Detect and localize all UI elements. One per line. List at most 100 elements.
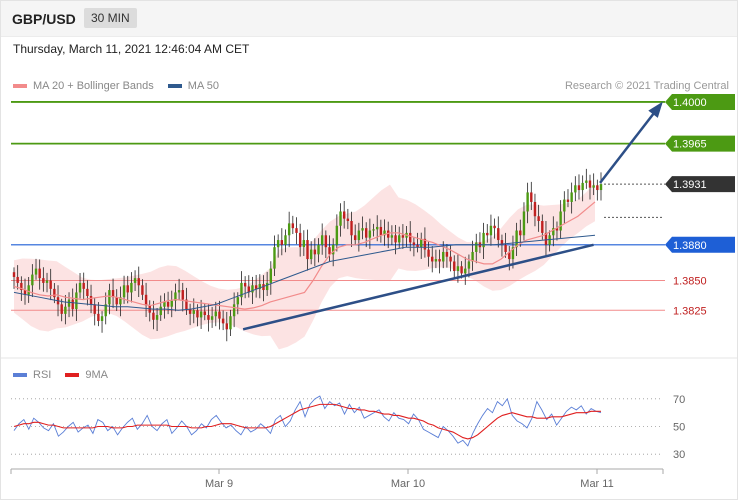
candle-body [280, 240, 284, 245]
candle-body [515, 230, 518, 248]
candle-body [258, 284, 262, 289]
candle-body [159, 306, 162, 316]
candle-body [196, 310, 199, 318]
candle-body [339, 211, 342, 226]
legend-swatch-9ma [65, 373, 80, 377]
candle-body [236, 297, 239, 305]
candle-body [497, 228, 500, 241]
ma20-line [13, 201, 596, 310]
x-tick-label-2: Mar 11 [580, 478, 613, 490]
candle-body [218, 311, 221, 319]
candle-body [544, 232, 548, 245]
candle-body [126, 285, 129, 293]
candle-body [177, 290, 181, 293]
candle-body [592, 185, 595, 188]
candle-body [577, 185, 581, 191]
candle-body [559, 211, 562, 231]
candle-body [596, 185, 599, 191]
candle-body [533, 201, 537, 217]
candle-body [401, 235, 405, 238]
candle-body [108, 290, 111, 305]
candle-body [192, 310, 195, 314]
legend-swatch-ma20 [13, 84, 27, 88]
candle-body [467, 261, 471, 269]
level-label-1-3850: 1.3850 [673, 276, 707, 288]
candle-body [317, 244, 320, 255]
candle-body [328, 247, 331, 255]
candle-body [324, 235, 328, 248]
candle-body [566, 199, 570, 202]
candle-body [526, 192, 529, 212]
candle-body [504, 244, 507, 252]
candle-body [460, 266, 463, 274]
candle-body [350, 221, 353, 236]
candle-body [438, 259, 441, 262]
candle-body [16, 276, 19, 283]
candle-body [64, 306, 67, 314]
rsi-tick-label-70: 70 [673, 394, 685, 406]
candle-body [368, 230, 372, 238]
candle-body [174, 292, 177, 301]
candle-body [203, 311, 206, 316]
candle-body [214, 311, 217, 317]
legend-item-ma20: MA 20 + Bollinger Bands [13, 80, 154, 92]
candle-body [199, 311, 203, 318]
legend-item-ma50: MA 50 [167, 80, 219, 92]
candle-body [86, 288, 89, 296]
support-trendline [242, 243, 594, 331]
candle-body [12, 272, 16, 277]
candle-body [104, 304, 107, 317]
candle-body [119, 297, 122, 305]
candle-body [599, 184, 603, 191]
candle-body [376, 226, 379, 230]
rsi-series-9ma [13, 403, 601, 440]
legend-item-9ma: 9MA [65, 369, 108, 381]
candle-body [309, 249, 313, 260]
candle-body [75, 292, 78, 310]
candle-body [254, 285, 258, 289]
candle-body [511, 247, 515, 260]
rsi-series-rsi [13, 395, 602, 447]
candle-body [78, 282, 82, 293]
candle-body [42, 278, 45, 283]
candle-body [442, 251, 445, 262]
level-box-1-4000 [665, 93, 735, 110]
candle-body [390, 235, 394, 238]
candle-body [137, 278, 140, 286]
candle-body [163, 301, 166, 307]
candle-body [570, 192, 573, 202]
candle-body [353, 235, 357, 241]
level-label-1-3880: 1.3880 [673, 240, 707, 252]
candle-body [320, 235, 324, 245]
candle-body [144, 294, 148, 306]
candle-body [482, 232, 485, 248]
legend-label-ma50: MA 50 [187, 80, 219, 92]
candle-body [365, 228, 368, 238]
timestamp: Thursday, March 11, 2021 12:46:04 AM CET [13, 42, 250, 56]
candle-body [23, 290, 27, 295]
timeframe-badge[interactable]: 30 MIN [84, 8, 137, 28]
candle-body [185, 299, 188, 310]
candle-body [486, 232, 489, 236]
candle-body [346, 218, 350, 221]
level-label-1-4000: 1.4000 [673, 97, 707, 109]
legend-label-ma20: MA 20 + Bollinger Bands [33, 80, 154, 92]
candle-body [225, 323, 228, 330]
symbol-title: GBP/USD [12, 11, 76, 27]
candle-body [45, 280, 49, 283]
candle-body [276, 240, 280, 248]
candle-body [152, 312, 155, 320]
candle-body [27, 285, 30, 295]
ma50-line [13, 234, 596, 311]
candle-body [67, 299, 71, 307]
candle-body [357, 230, 361, 241]
chart-legend: MA 20 + Bollinger Bands MA 50 [13, 80, 233, 92]
candle-body [383, 230, 386, 236]
candle-body [409, 232, 412, 243]
level-box-1-3931 [665, 176, 735, 193]
candle-body [240, 282, 243, 298]
candle-body [574, 185, 577, 193]
candle-body [306, 240, 309, 260]
candle-body [295, 228, 298, 233]
bollinger-band-area [14, 182, 595, 350]
